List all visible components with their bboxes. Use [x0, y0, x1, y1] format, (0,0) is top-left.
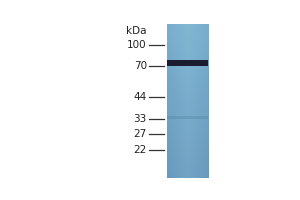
- Text: kDa: kDa: [126, 26, 147, 36]
- Text: 33: 33: [134, 114, 147, 124]
- Text: 27: 27: [134, 129, 147, 139]
- Text: 22: 22: [134, 145, 147, 155]
- Text: 100: 100: [127, 40, 147, 50]
- Text: 70: 70: [134, 61, 147, 71]
- Bar: [167, 60, 208, 66]
- Bar: [167, 116, 208, 119]
- Text: 44: 44: [134, 92, 147, 102]
